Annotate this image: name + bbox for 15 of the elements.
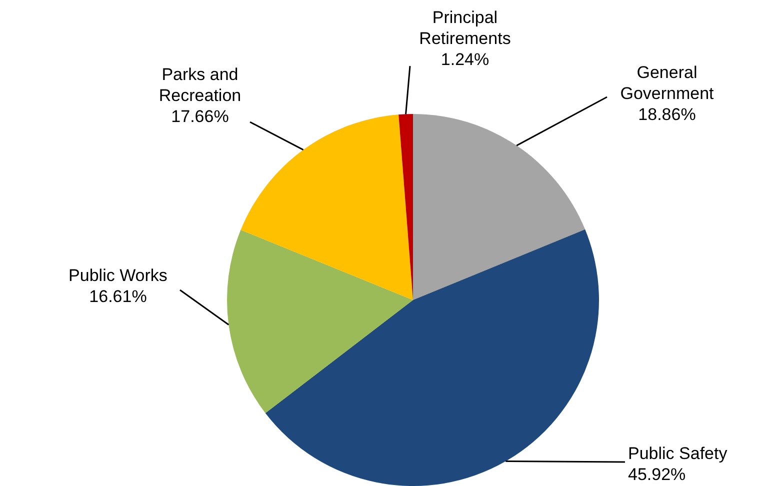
pie-slice [227, 230, 413, 414]
slice-label: Parks and Recreation [158, 65, 242, 105]
data-label: 45.92% [628, 465, 686, 484]
pie-slice [240, 114, 413, 300]
data-label: 16.61% [89, 287, 147, 306]
pie-slice [265, 229, 599, 486]
pie-slice [398, 114, 413, 300]
slice-label: Principal Retirements [419, 8, 511, 48]
data-label: 1.24% [440, 50, 490, 69]
slice-label: General Government [620, 63, 714, 103]
slice-label: Public Works [68, 266, 168, 285]
pie-slice [413, 114, 586, 300]
data-label: 17.66% [171, 107, 229, 126]
data-label: 18.86% [638, 105, 696, 124]
slice-label: Public Safety [628, 444, 728, 463]
